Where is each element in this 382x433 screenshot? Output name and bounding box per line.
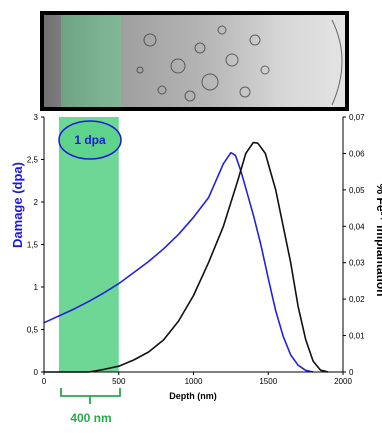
- y-right-tick-label: 0,03: [349, 259, 365, 268]
- series-line-fe-implantation: [44, 141, 329, 373]
- scale-bar-label: 400 nm: [70, 411, 111, 425]
- micrograph-highlight: [61, 15, 121, 107]
- dpa-badge-label: 1 dpa: [74, 133, 106, 147]
- y-left-tick-label: 1: [34, 283, 39, 292]
- y-right-tick-label: 0,04: [349, 222, 365, 231]
- dpa-badge-ring: [58, 120, 122, 160]
- dpa-badge: 1 dpa: [58, 120, 122, 160]
- series-layer: [43, 141, 329, 373]
- plot-area: 0 0,5 1 1,5 2 2,5 3 0 0,01 0,02 0,03 0,04 0,05 0,06 0,…: [27, 113, 365, 386]
- y-right-tick-label: 0: [349, 368, 354, 377]
- scale-bracket: [60, 388, 121, 404]
- y-axis-right-label: % Fe³⁺ implantation: [374, 183, 382, 296]
- y-left-tick-label: 3: [34, 113, 39, 122]
- micrograph: [40, 11, 349, 111]
- x-tick-label: 1000: [185, 377, 203, 386]
- y-right-tick-label: 0,01: [349, 332, 365, 341]
- x-tick-label: 0: [42, 377, 47, 386]
- x-tick-label: 2000: [334, 377, 352, 386]
- y-left-tick-label: 2,5: [27, 156, 39, 165]
- y-left-tick-label: 1,5: [27, 241, 39, 250]
- y-right-tick-label: 0,05: [349, 186, 365, 195]
- x-axis-label: Depth (nm): [169, 391, 217, 401]
- micrograph-defects: [136, 19, 343, 106]
- y-left-tick-label: 0,5: [27, 326, 39, 335]
- x-tick-label: 500: [112, 377, 126, 386]
- x-tick-label: 1500: [259, 377, 277, 386]
- y-right-tick-label: 0,07: [349, 113, 365, 122]
- y-right-tick-label: 0,02: [349, 295, 365, 304]
- y-axis-left-label: Damage (dpa): [10, 162, 25, 248]
- y-left-tick-label: 0: [34, 368, 39, 377]
- series-line-damage: [43, 151, 314, 373]
- y-left-tick-label: 2: [34, 198, 39, 207]
- y-right-tick-label: 0,06: [349, 149, 365, 158]
- ticks: 0 0,5 1 1,5 2 2,5 3 0 0,01 0,02 0,03 0,04 0,05 0,06 0,…: [27, 113, 365, 386]
